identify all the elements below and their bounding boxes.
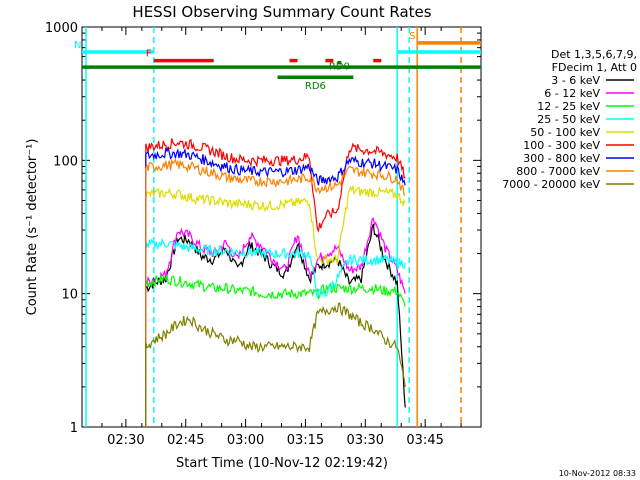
annotation-label: S (409, 31, 415, 42)
plot-frame (81, 26, 482, 428)
legend-entry-label: 300 - 800 keV (523, 152, 600, 165)
legend-entry-label: 50 - 100 keV (530, 126, 600, 139)
series-line (145, 217, 406, 427)
legend-entry-label: 25 - 50 keV (537, 113, 600, 126)
x-axis-label: Start Time (10-Nov-12 02:19:42) (176, 456, 388, 471)
legend-header: Det 1,3,5,6,7,9, (551, 48, 637, 61)
plot-contents: 1 10 100 1000 02:30 02:45 03:00 03:15 03:30 03:45… (45, 21, 482, 448)
series-line (145, 158, 406, 427)
y-tick-label: 1000 (45, 21, 78, 36)
legend: Det 1,3,5,6,7,9,FDecim 1, Att 03 - 6 keV… (502, 48, 637, 191)
annotation-label: RD6 (305, 81, 326, 92)
x-tick-label: 02:45 (167, 433, 204, 448)
x-tick-label: 03:30 (347, 433, 384, 448)
series-line (145, 146, 406, 427)
x-tick-label: 03:00 (227, 433, 264, 448)
series-line (145, 184, 406, 427)
series-line (145, 274, 406, 427)
chart-title: HESSI Observing Summary Count Rates (132, 3, 431, 21)
legend-entry-label: 6 - 12 keV (544, 87, 600, 100)
series-line (145, 302, 406, 427)
annotation-label: F (146, 49, 152, 60)
legend-entry-label: 3 - 6 keV (551, 74, 600, 87)
legend-entry-label: 7000 - 20000 keV (502, 178, 600, 191)
y-tick-label: 1 (70, 421, 78, 436)
legend-entry-label: 800 - 7000 keV (516, 165, 600, 178)
series-line (145, 138, 406, 427)
legend-entry-label: 12 - 25 keV (537, 100, 600, 113)
x-tick-label: 02:30 (107, 433, 144, 448)
legend-entry-label: 100 - 300 keV (523, 139, 600, 152)
y-axis-label: Count Rate (s⁻¹ detector⁻¹) (25, 139, 40, 316)
legend-header: FDecim 1, Att 0 (552, 61, 637, 74)
y-tick-label: 10 (61, 288, 78, 303)
annotation-label: N (74, 40, 81, 51)
footer-timestamp: 10-Nov-2012 08:33 (559, 469, 636, 478)
x-tick-label: 03:15 (287, 433, 324, 448)
x-tick-label: 03:45 (406, 433, 443, 448)
series-line (145, 237, 406, 427)
y-tick-label: 100 (53, 154, 78, 169)
